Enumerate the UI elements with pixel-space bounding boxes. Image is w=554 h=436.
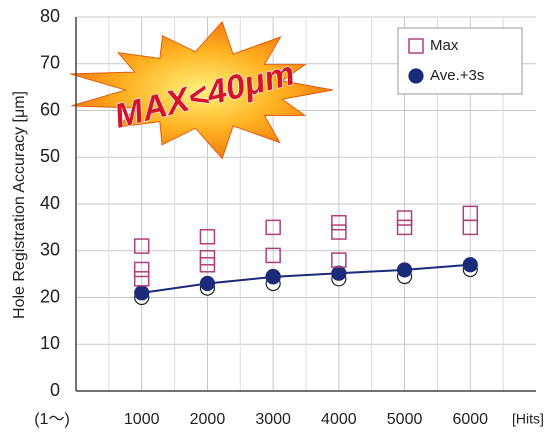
y-axis-label: Hole Registration Accuracy [μm]: [11, 91, 28, 319]
x-start-label: (1～): [34, 411, 70, 428]
data-point: [199, 228, 216, 245]
data-point: [331, 224, 347, 240]
data-point: [133, 271, 150, 287]
data-point: [396, 210, 413, 226]
x-tick-label: 4000: [321, 411, 357, 428]
data-point: [133, 238, 150, 254]
data-point: [134, 285, 150, 301]
y-tick-label: 60: [40, 99, 60, 119]
data-point: [396, 219, 413, 236]
x-tick-label: 6000: [452, 411, 488, 428]
y-tick-label: 70: [40, 53, 60, 73]
data-point: [331, 265, 347, 281]
y-tick-label: 40: [40, 193, 60, 213]
data-point: [265, 269, 281, 285]
legend-label: Max: [430, 37, 459, 54]
x-tick-label: 2000: [190, 411, 226, 428]
annotation-burst: [70, 20, 334, 160]
legend-marker: [408, 38, 424, 54]
y-tick-label: 20: [40, 286, 60, 306]
y-tick-label: 80: [40, 6, 60, 26]
legend-box: [397, 27, 523, 95]
data-point: [199, 275, 216, 292]
data-point: [265, 247, 281, 264]
data-point: [133, 261, 150, 278]
data-point: [462, 219, 479, 236]
x-tick-label: 1000: [124, 411, 160, 428]
data-point: [396, 262, 413, 278]
data-point: [331, 214, 347, 231]
burst-shape: [70, 20, 334, 160]
y-tick-label: 0: [50, 380, 60, 400]
y-tick-label: 50: [40, 146, 60, 166]
x-unit-label: [Hits]: [512, 411, 544, 427]
data-point: [331, 252, 347, 268]
x-tick-label: 5000: [387, 411, 423, 428]
y-tick-label: 30: [40, 240, 60, 260]
legend-label: Ave.+3s: [430, 67, 484, 84]
data-point: [462, 257, 478, 273]
x-tick-label: 3000: [255, 411, 291, 428]
series-line: [141, 263, 471, 294]
legend-marker: [408, 68, 424, 84]
data-point: [199, 257, 216, 273]
data-point: [265, 219, 281, 236]
y-tick-label: 10: [40, 333, 60, 353]
